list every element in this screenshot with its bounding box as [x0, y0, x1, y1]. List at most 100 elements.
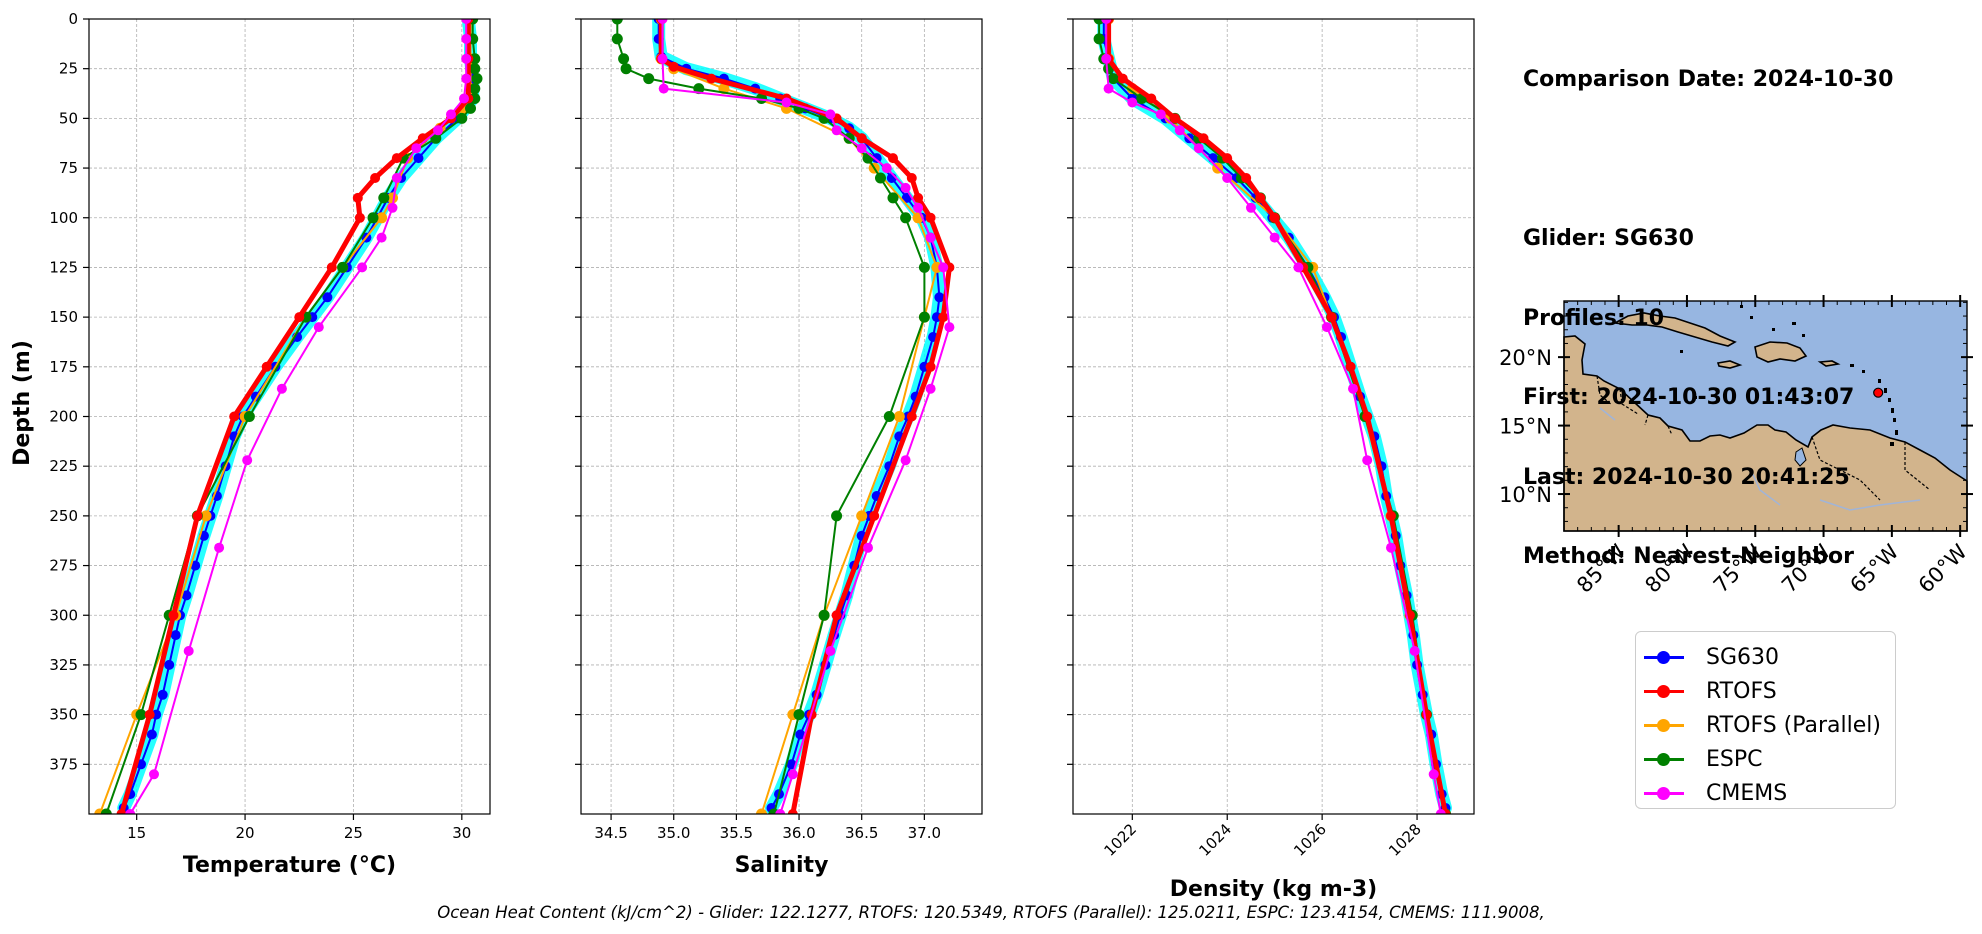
y-tick-label: 375	[49, 755, 78, 773]
data-point-sg630	[795, 729, 806, 740]
data-point-cmems	[1435, 809, 1446, 814]
data-point-sg630	[786, 759, 797, 770]
map-lat-label: 15°N	[1499, 415, 1552, 439]
data-point-cmems	[1428, 769, 1439, 780]
puerto-rico	[1817, 360, 1841, 367]
data-point-espc	[887, 192, 899, 204]
info-spacer	[1523, 147, 1893, 174]
data-point-cmems	[1321, 322, 1332, 333]
data-point-rtofs	[869, 510, 880, 521]
data-point-espc	[620, 63, 632, 75]
data-point-cmems	[214, 542, 225, 553]
x-axis-label-salinity: Salinity	[735, 853, 829, 878]
y-tick-label: 125	[49, 258, 78, 276]
data-point-rtofs-parallel	[200, 510, 212, 522]
data-point-rtofs	[856, 133, 867, 144]
y-tick-label: 175	[49, 358, 78, 376]
x-axis-label-temperature: Temperature (°C)	[183, 853, 396, 878]
data-point-espc	[900, 212, 912, 224]
data-point-cmems	[900, 455, 911, 466]
data-point-cmems	[831, 125, 842, 136]
data-point-cmems	[881, 163, 892, 174]
first-profile-time: First: 2024-10-30 01:43:07	[1523, 385, 1855, 410]
data-point-cmems	[1103, 83, 1114, 94]
data-point-cmems	[391, 173, 402, 183]
data-point-rtofs	[831, 610, 842, 621]
x-tick-label: 1026	[1290, 820, 1330, 860]
data-point-rtofs	[354, 212, 365, 223]
country-borders	[1596, 375, 1931, 501]
data-point-espc	[471, 73, 483, 85]
y-tick-label: 0	[68, 10, 78, 28]
data-point-rtofs	[888, 153, 898, 164]
data-point-sg630	[170, 630, 181, 641]
data-point-cmems	[787, 769, 798, 780]
data-point-cmems	[1348, 383, 1358, 394]
legend-item-sg630: SG630	[1636, 644, 1895, 672]
data-point-rtofs	[1362, 411, 1373, 422]
data-point-rtofs	[925, 212, 936, 223]
data-point-espc	[469, 83, 481, 95]
data-point-cmems	[944, 322, 955, 333]
data-point-cmems	[1193, 143, 1204, 154]
legend-label: RTOFS (Parallel)	[1706, 713, 1881, 738]
data-point-espc	[135, 709, 147, 721]
data-point-cmems	[913, 202, 924, 213]
y-tick-label: 350	[49, 706, 78, 724]
data-point-cmems	[276, 383, 287, 394]
data-point-cmems	[387, 202, 398, 213]
data-point-espc	[378, 192, 390, 204]
data-point-espc	[756, 93, 767, 104]
legend: SG630 RTOFS RTOFS (Parallel) ESPC CMEMS	[1635, 631, 1896, 809]
data-point-cmems	[461, 73, 472, 84]
y-tick-label: 325	[49, 656, 78, 674]
map-land	[1563, 305, 1968, 532]
legend-marker	[1657, 719, 1670, 732]
data-point-rtofs	[294, 312, 305, 323]
data-point-cmems	[461, 33, 472, 44]
glider-name: Glider: SG630	[1523, 226, 1694, 251]
data-point-cmems	[376, 232, 387, 243]
series-group	[94, 19, 483, 814]
data-point-rtofs	[906, 173, 917, 183]
central-america-land	[1563, 335, 1968, 532]
x-tick-label: 1024	[1195, 820, 1235, 860]
data-point-cmems	[1246, 202, 1256, 213]
legend-label: CMEMS	[1706, 781, 1788, 806]
data-point-cmems	[313, 322, 324, 333]
data-point-cmems	[1101, 19, 1112, 24]
x-tick-label: 30	[452, 824, 471, 842]
hispaniola	[1754, 341, 1808, 363]
data-point-cmems	[242, 455, 253, 466]
series-group	[1093, 19, 1452, 814]
data-point-rtofs	[668, 61, 679, 72]
data-point-cmems	[461, 19, 472, 24]
data-point-rtofs-parallel	[893, 411, 905, 422]
data-point-espc	[611, 19, 623, 25]
data-point-rtofs	[1269, 212, 1280, 223]
data-point-cmems	[863, 542, 873, 553]
data-point-rtofs	[1170, 113, 1180, 124]
data-point-sg630	[164, 659, 175, 670]
y-tick-label: 150	[49, 308, 78, 326]
data-point-rtofs-parallel	[376, 212, 388, 224]
data-point-cmems	[1409, 646, 1420, 656]
data-point-espc	[875, 172, 886, 184]
data-point-cmems	[657, 53, 668, 64]
legend-marker	[1657, 651, 1670, 664]
data-point-rtofs-parallel	[756, 808, 767, 814]
data-point-cmems	[925, 232, 936, 243]
x-tick-label: 20	[236, 824, 255, 842]
data-point-cmems	[1155, 109, 1166, 120]
series-line-rtofs	[1106, 19, 1448, 814]
data-point-rtofs	[1241, 173, 1252, 183]
x-tick-label: 15	[127, 824, 146, 842]
series-group	[611, 19, 955, 814]
legend-marker	[1657, 685, 1670, 698]
data-point-espc	[643, 73, 655, 85]
x-tick-label: 35.0	[657, 824, 690, 842]
data-point-espc	[1107, 73, 1119, 85]
data-point-rtofs	[913, 192, 924, 203]
y-tick-label: 50	[59, 109, 78, 127]
map-frame	[1563, 300, 1968, 532]
